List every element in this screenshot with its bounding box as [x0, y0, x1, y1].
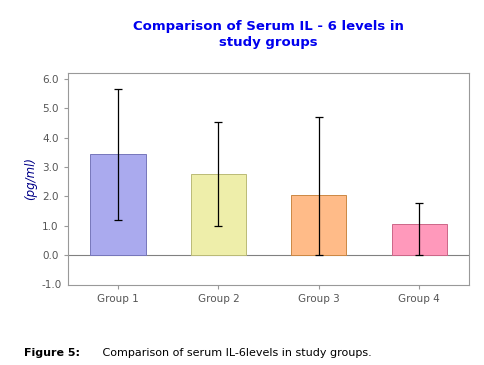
Bar [191, 174, 246, 255]
Bar [291, 195, 347, 255]
Text: -1.0: -1.0 [42, 280, 62, 290]
Text: Figure 5:: Figure 5: [24, 348, 80, 358]
Bar [91, 154, 146, 255]
Bar [392, 224, 447, 255]
Y-axis label: (pg/ml): (pg/ml) [24, 157, 37, 200]
Text: Comparison of Serum IL - 6 levels in
study groups: Comparison of Serum IL - 6 levels in stu… [133, 20, 404, 49]
Text: Comparison of serum IL-6levels in study groups.: Comparison of serum IL-6levels in study … [99, 348, 372, 358]
